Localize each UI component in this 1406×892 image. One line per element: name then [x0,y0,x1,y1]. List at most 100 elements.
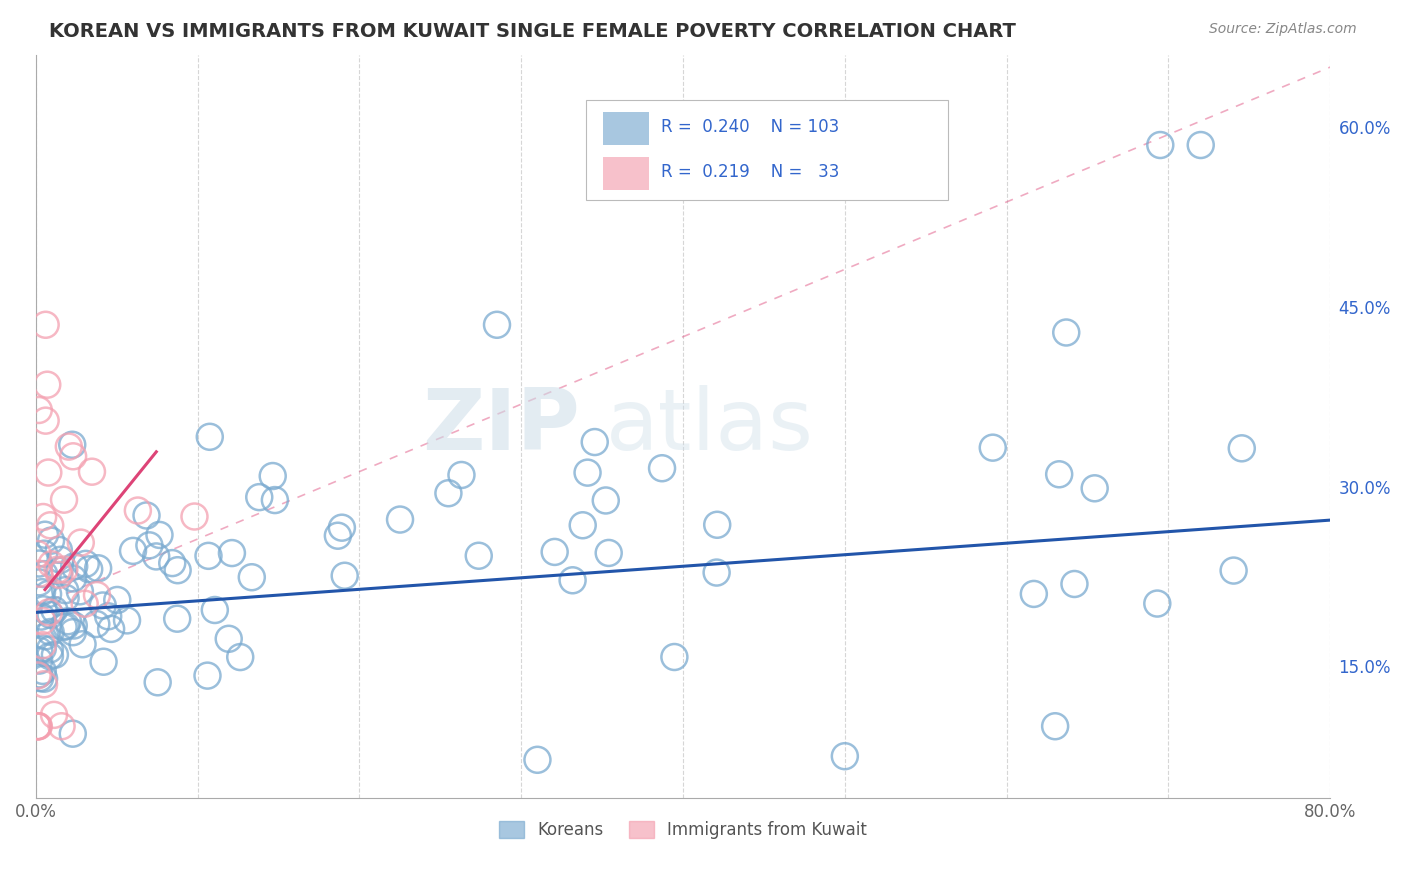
Point [651,461,673,475]
Point [664,650,686,665]
Point [77,562,100,576]
Point [571,518,593,533]
Point [183,509,205,524]
Point [44,648,66,662]
Point [31,585,53,599]
Point [162,556,184,570]
Point [229,650,252,665]
Point [1146,597,1168,611]
Point [198,430,221,444]
Point [197,549,219,563]
Point [100,622,122,636]
Point [39,625,62,640]
Point [1222,564,1244,578]
Point [32,677,55,691]
Point [834,749,856,764]
Text: R =  0.219    N =   33: R = 0.219 N = 33 [661,163,839,181]
Point [262,469,284,483]
Point [1054,326,1077,340]
Point [38,649,60,664]
Point [32,547,55,561]
Point [49,553,72,567]
Point [146,675,169,690]
Point [39,518,62,533]
Point [31,664,53,678]
Point [28,667,51,681]
Point [60,438,83,452]
Point [166,612,188,626]
Point [73,597,96,611]
Point [28,566,51,581]
Point [561,574,583,588]
Point [31,614,53,628]
Point [135,508,157,523]
Point [91,599,114,613]
Point [1043,719,1066,733]
Point [138,538,160,552]
Point [34,629,56,643]
Point [84,617,107,632]
Point [706,517,728,532]
Point [31,638,53,652]
Point [39,533,62,548]
Legend: Koreans, Immigrants from Kuwait: Koreans, Immigrants from Kuwait [492,814,873,846]
Point [48,567,70,582]
Point [148,528,170,542]
Point [48,542,70,557]
Point [48,564,70,578]
Point [122,544,145,558]
Point [87,561,110,575]
Point [333,568,356,582]
FancyBboxPatch shape [603,112,650,145]
Point [34,414,56,428]
Point [485,318,508,332]
Point [263,493,285,508]
Point [1230,442,1253,456]
Point [115,614,138,628]
Point [69,584,91,599]
Point [75,557,97,571]
Point [197,668,219,682]
Point [32,510,55,524]
Point [86,588,108,602]
Point [166,563,188,577]
Point [62,625,84,640]
Point [1047,467,1070,482]
Point [93,655,115,669]
Point [37,466,59,480]
Point [218,632,240,646]
Point [97,609,120,624]
Text: KOREAN VS IMMIGRANTS FROM KUWAIT SINGLE FEMALE POVERTY CORRELATION CHART: KOREAN VS IMMIGRANTS FROM KUWAIT SINGLE … [49,22,1017,41]
Point [32,567,55,582]
Point [1189,138,1212,153]
Point [221,546,243,560]
Point [576,466,599,480]
Point [240,570,263,584]
Point [52,620,75,634]
Point [450,467,472,482]
Point [53,562,76,576]
Point [204,603,226,617]
Point [53,583,76,598]
Point [51,719,73,733]
Point [55,619,77,633]
Text: R =  0.240    N = 103: R = 0.240 N = 103 [661,119,839,136]
Point [598,546,620,560]
FancyBboxPatch shape [603,157,650,190]
Point [127,503,149,517]
Point [34,318,56,332]
Point [1084,481,1107,495]
Point [28,403,51,417]
Point [56,614,79,628]
Point [62,727,84,741]
Point [27,719,49,733]
FancyBboxPatch shape [586,100,949,200]
Point [27,668,49,682]
Point [145,549,167,564]
Point [80,465,103,479]
Point [30,609,52,624]
Point [326,529,349,543]
Text: ZIP: ZIP [422,385,579,468]
Point [32,602,55,616]
Point [31,641,53,656]
